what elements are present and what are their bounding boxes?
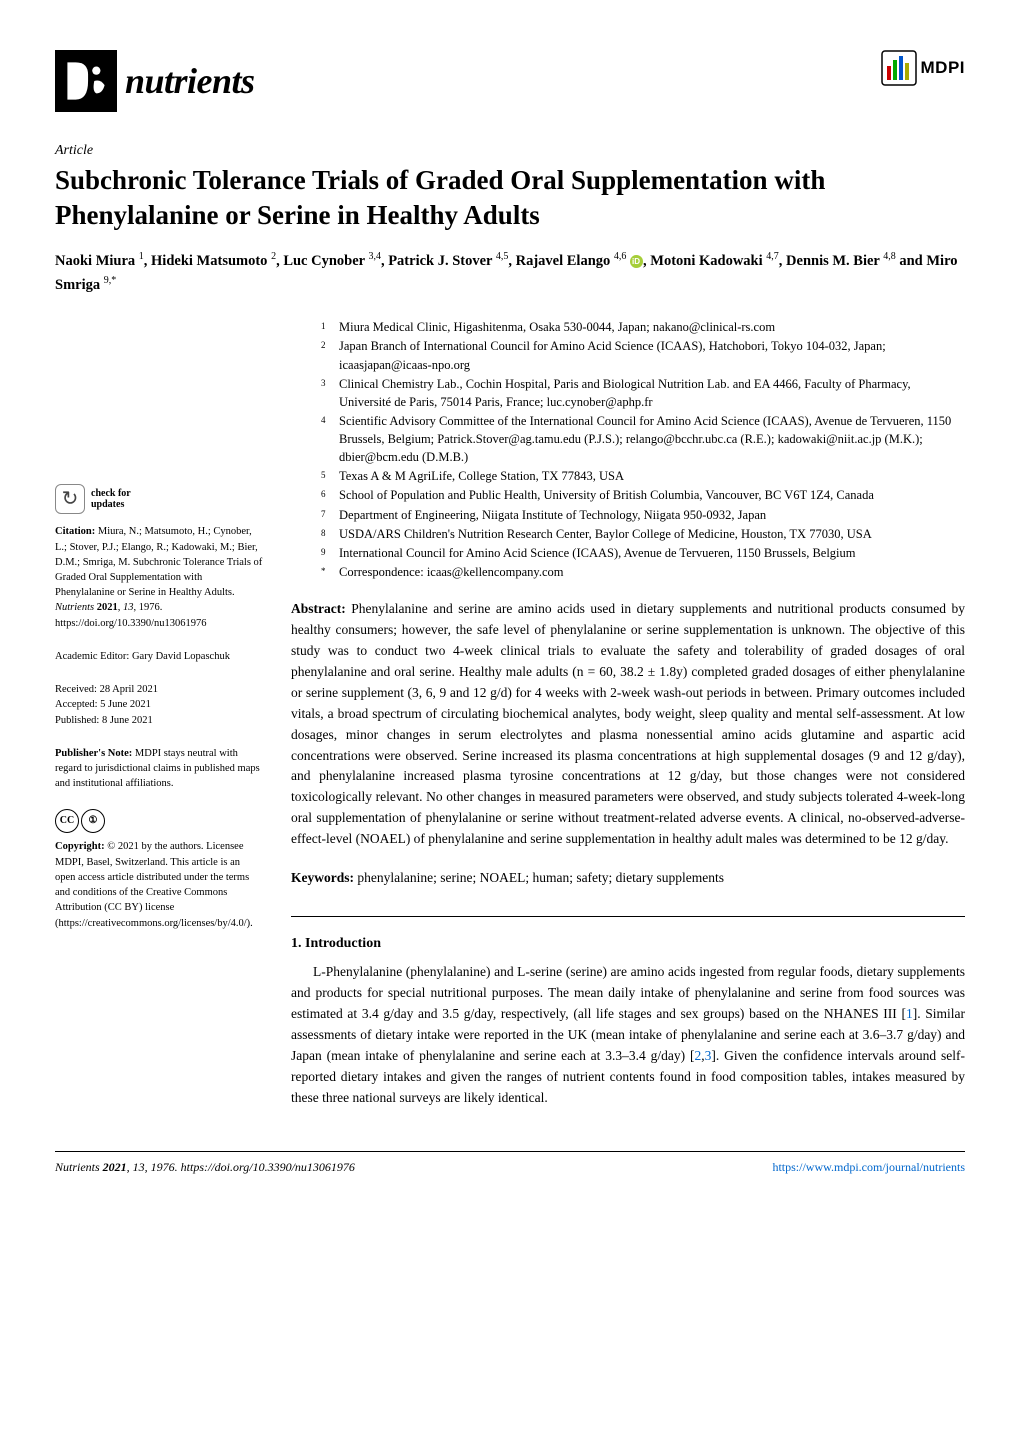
affiliation-row: 2Japan Branch of International Council f… xyxy=(321,337,965,373)
keywords-label: Keywords: xyxy=(291,870,354,885)
citation-block: Citation: Miura, N.; Matsumoto, H.; Cyno… xyxy=(55,524,263,631)
header: nutrients MDPI xyxy=(55,50,965,112)
affiliation-row: *Correspondence: icaas@kellencompany.com xyxy=(321,563,965,581)
abstract-label: Abstract: xyxy=(291,601,346,616)
section-divider xyxy=(291,916,965,917)
publisher-name: MDPI xyxy=(921,55,966,81)
check-updates[interactable]: ↻ check forupdates xyxy=(55,484,263,514)
mdpi-icon xyxy=(881,50,917,86)
publishers-note: Publisher's Note: MDPI stays neutral wit… xyxy=(55,746,263,792)
journal-url-link[interactable]: https://www.mdpi.com/journal/nutrients xyxy=(772,1160,965,1174)
affiliation-row: 3Clinical Chemistry Lab., Cochin Hospita… xyxy=(321,375,965,411)
section-1-heading: 1. Introduction xyxy=(291,933,965,954)
license-block: CC ① Copyright: © 2021 by the authors. L… xyxy=(55,809,263,930)
journal-logo: nutrients xyxy=(55,50,255,112)
keywords-text: phenylalanine; serine; NOAEL; human; saf… xyxy=(357,870,724,885)
affiliation-row: 1Miura Medical Clinic, Higashitenma, Osa… xyxy=(321,318,965,336)
article-type: Article xyxy=(55,140,965,161)
dates-block: Received: 28 April 2021 Accepted: 5 June… xyxy=(55,682,263,728)
orcid-icon xyxy=(630,255,643,268)
sidebar: ↻ check forupdates Citation: Miura, N.; … xyxy=(55,318,263,1109)
affiliation-row: 6School of Population and Public Health,… xyxy=(321,486,965,504)
journal-name: nutrients xyxy=(125,54,255,108)
footer-right[interactable]: https://www.mdpi.com/journal/nutrients xyxy=(772,1158,965,1176)
cc-by-icon: CC ① xyxy=(55,809,263,833)
affiliation-row: 9International Council for Amino Acid Sc… xyxy=(321,544,965,562)
abstract: Abstract: Phenylalanine and serine are a… xyxy=(291,599,965,850)
article-title: Subchronic Tolerance Trials of Graded Or… xyxy=(55,163,965,233)
nutrients-icon xyxy=(55,50,117,112)
editor-block: Academic Editor: Gary David Lopaschuk xyxy=(55,649,263,664)
abstract-text: Phenylalanine and serine are amino acids… xyxy=(291,601,965,846)
affiliation-row: 7Department of Engineering, Niigata Inst… xyxy=(321,506,965,524)
keywords: Keywords: phenylalanine; serine; NOAEL; … xyxy=(291,868,965,888)
section-1-body: L-Phenylalanine (phenylalanine) and L-se… xyxy=(291,962,965,1108)
affiliations: 1Miura Medical Clinic, Higashitenma, Osa… xyxy=(291,318,965,581)
affiliation-row: 4Scientific Advisory Committee of the In… xyxy=(321,412,965,466)
footer: Nutrients 2021, 13, 1976. https://doi.or… xyxy=(55,1151,965,1176)
affiliation-row: 5Texas A & M AgriLife, College Station, … xyxy=(321,467,965,485)
mdpi-logo: MDPI xyxy=(881,50,966,86)
affiliation-row: 8USDA/ARS Children's Nutrition Research … xyxy=(321,525,965,543)
footer-left: Nutrients 2021, 13, 1976. https://doi.or… xyxy=(55,1158,355,1176)
check-updates-text: check forupdates xyxy=(91,488,131,510)
check-updates-icon: ↻ xyxy=(55,484,85,514)
authors: Naoki Miura 1, Hideki Matsumoto 2, Luc C… xyxy=(55,249,965,296)
main-content: 1Miura Medical Clinic, Higashitenma, Osa… xyxy=(291,318,965,1109)
